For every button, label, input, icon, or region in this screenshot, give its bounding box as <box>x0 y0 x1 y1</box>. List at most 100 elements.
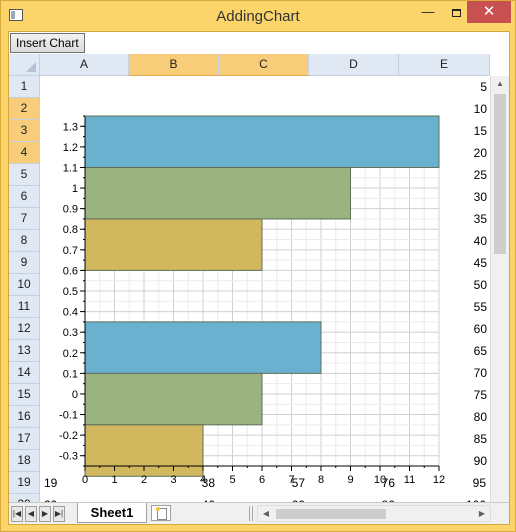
title-bar[interactable]: AddingChart — ✕ <box>1 1 515 31</box>
row-header-17[interactable]: 17 <box>9 428 40 450</box>
cell-e11[interactable]: 55 <box>473 300 487 314</box>
bar-5[interactable] <box>84 372 263 426</box>
spreadsheet-grid[interactable]: ABCDE1234567891011121314151617181920 1.3… <box>9 54 509 502</box>
sheet-tab-sheet1[interactable]: Sheet1 <box>77 503 147 523</box>
row-header-11[interactable]: 11 <box>9 296 40 318</box>
column-header-e[interactable]: E <box>399 54 490 76</box>
y-tick-label: 0.8 <box>63 224 78 236</box>
last-sheet-icon[interactable]: ▶| <box>53 506 65 522</box>
column-header-b[interactable]: B <box>129 54 219 76</box>
y-tick-label: 0.7 <box>63 245 78 257</box>
y-tick-label: 0.6 <box>63 265 78 277</box>
cell-e18[interactable]: 90 <box>473 454 487 468</box>
cell-e6[interactable]: 30 <box>473 190 487 204</box>
horizontal-scroll-thumb[interactable] <box>276 509 386 519</box>
column-header-a[interactable]: A <box>40 54 129 76</box>
cell-b19[interactable]: 38 <box>201 476 215 490</box>
cell-e2[interactable]: 10 <box>473 102 487 116</box>
row-header-6[interactable]: 6 <box>9 186 40 208</box>
scroll-right-icon[interactable]: ▶ <box>478 509 486 518</box>
close-button[interactable]: ✕ <box>467 1 511 23</box>
cell-e14[interactable]: 70 <box>473 366 487 380</box>
row-header-8[interactable]: 8 <box>9 230 40 252</box>
cell-e7[interactable]: 35 <box>473 212 487 226</box>
column-header-c[interactable]: C <box>219 54 309 76</box>
cell-e4[interactable]: 20 <box>473 146 487 160</box>
row-header-20[interactable]: 20 <box>9 494 40 502</box>
bar-chart[interactable]: 1.3 1.2 1.1 1 0.9 0.8 0.7 0.6 0.5 0.4 0.3 0.2 0.1 0 -0… <box>40 76 490 502</box>
select-all-corner[interactable] <box>9 54 40 76</box>
maximize-button[interactable] <box>441 1 471 23</box>
cell-e16[interactable]: 80 <box>473 410 487 424</box>
row-header-4[interactable]: 4 <box>9 142 40 164</box>
bar-1[interactable] <box>84 115 440 168</box>
x-tick-label: 12 <box>433 474 445 486</box>
insert-sheet-icon[interactable] <box>151 505 171 521</box>
y-tick-label: 0.1 <box>63 368 78 380</box>
cell-d19[interactable]: 76 <box>381 476 395 490</box>
row-header-7[interactable]: 7 <box>9 208 40 230</box>
x-tick-label: 6 <box>259 474 265 486</box>
prev-sheet-icon[interactable]: ◀ <box>25 506 37 522</box>
first-sheet-icon[interactable]: |◀ <box>11 506 23 522</box>
cell-e9[interactable]: 45 <box>473 256 487 270</box>
y-tick-label: -0.3 <box>59 451 78 463</box>
row-header-16[interactable]: 16 <box>9 406 40 428</box>
bar-4[interactable] <box>84 321 322 374</box>
cell-e19[interactable]: 95 <box>472 476 486 490</box>
cell-d20[interactable]: 80 <box>313 498 395 502</box>
cell-e20[interactable]: 100 <box>403 498 486 502</box>
y-tick-label: 0.2 <box>63 348 78 360</box>
cell-e15[interactable]: 75 <box>473 388 487 402</box>
cell-e1[interactable]: 5 <box>480 80 487 94</box>
cell-e10[interactable]: 50 <box>473 278 487 292</box>
vertical-scroll-thumb[interactable] <box>494 94 506 254</box>
tab-split-handle[interactable] <box>249 506 253 521</box>
vertical-scrollbar[interactable]: ▲ ▼ <box>490 76 509 502</box>
cell-e13[interactable]: 65 <box>473 344 487 358</box>
cell-e5[interactable]: 25 <box>473 168 487 182</box>
cell-e8[interactable]: 40 <box>473 234 487 248</box>
row-header-1[interactable]: 1 <box>9 76 40 98</box>
x-tick-label: 7 <box>288 474 294 486</box>
row-header-13[interactable]: 13 <box>9 340 40 362</box>
x-tick-label: 5 <box>229 474 235 486</box>
y-tick-label: 0.5 <box>63 286 78 298</box>
cell-e3[interactable]: 15 <box>473 124 487 138</box>
x-tick-label: 10 <box>374 474 386 486</box>
bar-2[interactable] <box>84 166 351 220</box>
row-header-18[interactable]: 18 <box>9 450 40 472</box>
row-header-12[interactable]: 12 <box>9 318 40 340</box>
x-tick-label: 9 <box>347 474 353 486</box>
cell-b20[interactable]: 40 <box>133 498 215 502</box>
cell-c19[interactable]: 57 <box>291 476 305 490</box>
row-header-2[interactable]: 2 <box>9 98 40 120</box>
cell-e17[interactable]: 85 <box>473 432 487 446</box>
insert-chart-button[interactable]: Insert Chart <box>10 33 85 53</box>
column-header-d[interactable]: D <box>309 54 399 76</box>
row-header-5[interactable]: 5 <box>9 164 40 186</box>
scroll-up-icon[interactable]: ▲ <box>496 79 504 88</box>
cell-c20[interactable]: 60 <box>223 498 305 502</box>
cell-a20[interactable]: 20 <box>44 498 125 502</box>
cell-e12[interactable]: 60 <box>473 322 487 336</box>
y-tick-label: 0.4 <box>63 307 78 319</box>
x-tick-label: 8 <box>318 474 324 486</box>
scroll-left-icon[interactable]: ◀ <box>262 509 270 518</box>
row-header-9[interactable]: 9 <box>9 252 40 274</box>
y-tick-label: -0.1 <box>59 410 78 422</box>
x-tick-label: 4 <box>200 474 206 486</box>
row-header-14[interactable]: 14 <box>9 362 40 384</box>
horizontal-scrollbar[interactable]: ◀ ▶ <box>257 505 491 522</box>
client-area: Insert Chart A B C D E 1 2 3 4 5 6 7 8 9 10 11 12 13 14 15 1… <box>8 31 510 525</box>
next-sheet-icon[interactable]: ▶ <box>39 506 51 522</box>
bar-3[interactable] <box>84 218 263 271</box>
row-header-19[interactable]: 19 <box>9 472 40 494</box>
minimize-button[interactable]: — <box>421 4 435 19</box>
row-header-15[interactable]: 15 <box>9 384 40 406</box>
row-header-10[interactable]: 10 <box>9 274 40 296</box>
row-header-3[interactable]: 3 <box>9 120 40 142</box>
cell-a19[interactable]: 19 <box>44 476 58 490</box>
app-icon[interactable] <box>9 9 23 21</box>
